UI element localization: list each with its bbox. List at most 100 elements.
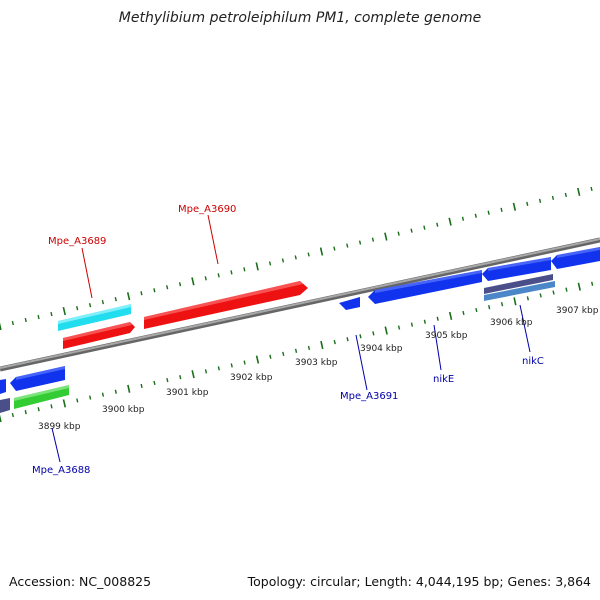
upper-track-minor-tick <box>11 320 14 326</box>
scale-label-3900: 3900 kbp <box>102 405 145 415</box>
upper-track-minor-tick <box>178 282 182 287</box>
lower-track-major-tick <box>255 355 260 364</box>
gene-label-mpe-a3690[interactable]: Mpe_A3690 <box>178 204 236 215</box>
scale-label-3901: 3901 kbp <box>166 388 209 398</box>
lower-track-minor-tick <box>24 410 27 415</box>
lower-track-minor-tick <box>11 412 14 418</box>
lower-track-major-tick <box>320 340 324 350</box>
upper-track-minor-tick <box>204 276 207 281</box>
gene-label-mpe-a3688[interactable]: Mpe_A3688 <box>32 465 90 476</box>
upper-track-major-tick <box>0 322 2 331</box>
lower-tick-track <box>0 281 594 423</box>
lower-track-minor-tick <box>539 293 542 298</box>
lower-track-minor-tick <box>591 281 594 286</box>
gene-nike[interactable] <box>482 257 551 281</box>
gene-label-nike[interactable]: nikE <box>433 374 454 385</box>
gene-mpe-a3689-cyan[interactable] <box>58 304 131 331</box>
scale-label-3906: 3906 kbp <box>490 318 533 328</box>
upper-track-major-tick <box>126 292 131 301</box>
upper-track-minor-tick <box>101 300 104 305</box>
lower-track-major-tick <box>0 414 2 423</box>
upper-track-minor-tick <box>436 222 439 227</box>
lower-track-minor-tick <box>294 348 298 353</box>
gene-blue-small[interactable] <box>339 297 360 310</box>
upper-track-minor-tick <box>76 306 79 311</box>
lower-track-major-tick <box>513 297 517 306</box>
upper-track-major-tick <box>512 202 517 211</box>
upper-track-minor-tick <box>423 225 426 230</box>
lower-track-minor-tick <box>179 375 182 380</box>
lower-track-minor-tick <box>153 380 156 386</box>
upper-track-minor-tick <box>474 213 477 218</box>
scale-label-3905: 3905 kbp <box>425 331 468 341</box>
upper-tick-track <box>0 186 593 331</box>
lower-track-minor-tick <box>166 377 169 383</box>
gene-label-mpe-a3691[interactable]: Mpe_A3691 <box>340 391 398 402</box>
lower-track-minor-tick <box>410 322 414 327</box>
upper-track-minor-tick <box>50 311 53 317</box>
scale-label-3907: 3907 kbp <box>556 306 599 316</box>
lower-track-minor-tick <box>526 296 529 301</box>
lower-track-minor-tick <box>269 354 272 359</box>
lower-track-major-tick <box>577 282 581 291</box>
lower-track-minor-tick <box>423 319 426 324</box>
lower-track-minor-tick <box>37 407 40 412</box>
lower-track-minor-tick <box>217 366 220 371</box>
upper-track-major-tick <box>384 232 388 241</box>
lower-track-minor-tick <box>488 305 491 310</box>
lower-track-minor-tick <box>565 287 568 292</box>
gene-mpe-a3690[interactable] <box>144 281 308 329</box>
upper-track-minor-tick <box>281 258 285 263</box>
lower-track-major-tick <box>448 311 453 320</box>
gene-mpe-a3688[interactable] <box>14 385 69 409</box>
upper-track-minor-tick <box>114 297 117 302</box>
label-leaders <box>51 214 531 463</box>
scale-label-3899: 3899 kbp <box>38 422 81 432</box>
accession-text: Accession: NC_008825 <box>9 574 152 589</box>
lower-track-minor-tick <box>230 363 233 368</box>
lower-track-minor-tick <box>101 392 105 397</box>
lower-track-minor-tick <box>372 331 375 336</box>
upper-track-minor-tick <box>358 240 362 245</box>
lower-track-minor-tick <box>89 395 92 400</box>
upper-track-minor-tick <box>166 285 169 290</box>
gene-left-slate[interactable] <box>0 398 10 413</box>
gene-left-blue-2[interactable] <box>10 366 65 391</box>
upper-track-minor-tick <box>371 237 375 242</box>
lower-track-major-tick <box>384 326 388 335</box>
upper-track-minor-tick <box>461 216 465 221</box>
gene-left-blue-1[interactable] <box>0 379 6 394</box>
upper-track-minor-tick <box>24 317 27 323</box>
upper-track-minor-tick <box>487 210 490 215</box>
gene-mpe-a3689[interactable] <box>63 322 135 349</box>
upper-track-minor-tick <box>333 246 336 251</box>
lower-track-major-tick <box>191 370 195 379</box>
scale-label-3903: 3903 kbp <box>295 358 338 368</box>
lower-track-minor-tick <box>552 290 555 295</box>
upper-track-minor-tick <box>500 207 503 212</box>
upper-track-minor-tick <box>397 231 400 236</box>
upper-track-minor-tick <box>551 195 555 200</box>
upper-track-minor-tick <box>230 270 233 275</box>
map-title: Methylibium petroleiphilum PM1, complete… <box>118 10 482 26</box>
gene-nikc-blue[interactable] <box>551 247 600 269</box>
genome-summary-text: Topology: circular; Length: 4,044,195 bp… <box>247 574 591 589</box>
gene-mpe-a3691[interactable] <box>368 270 482 304</box>
upper-track-minor-tick <box>243 267 246 272</box>
upper-track-major-tick <box>448 217 452 226</box>
upper-track-major-tick <box>255 262 259 271</box>
lower-track-minor-tick <box>475 307 478 313</box>
scale-label-3902: 3902 kbp <box>230 373 273 383</box>
upper-track-major-tick <box>191 277 195 286</box>
genome-backbone <box>0 237 600 372</box>
upper-track-minor-tick <box>268 261 272 266</box>
gene-label-mpe-a3689[interactable]: Mpe_A3689 <box>48 236 106 247</box>
scale-label-3904: 3904 kbp <box>360 344 403 354</box>
gene-nikc-steel[interactable] <box>484 281 555 301</box>
gene-label-nikc[interactable]: nikC <box>522 356 544 367</box>
lower-track-minor-tick <box>462 310 465 316</box>
gene-nikc-slate[interactable] <box>484 274 553 294</box>
lower-track-minor-tick <box>397 325 401 330</box>
upper-track-major-tick <box>62 307 66 316</box>
